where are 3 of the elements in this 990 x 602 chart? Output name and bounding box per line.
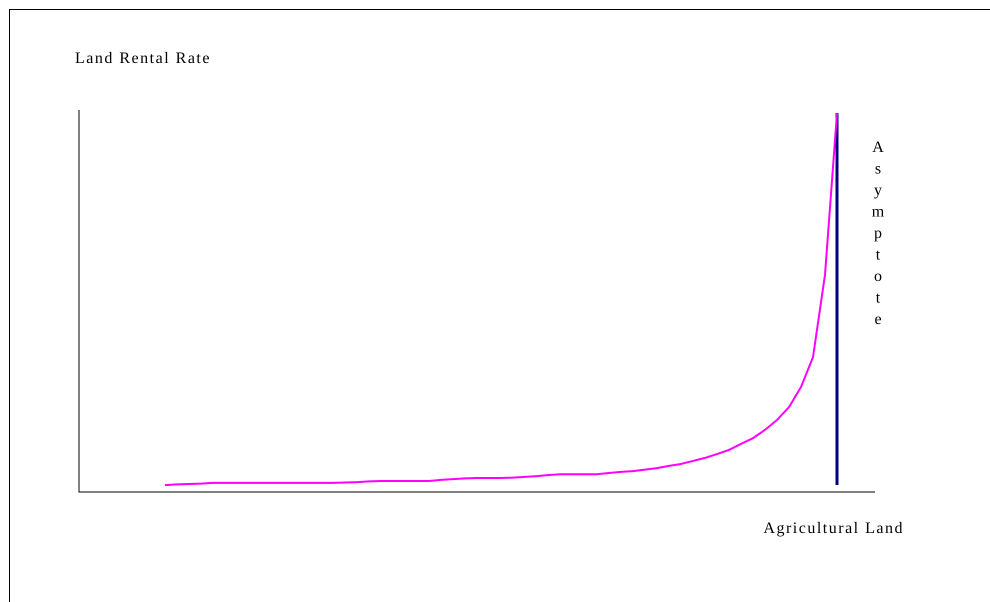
y-axis-title: Land Rental Rate bbox=[75, 50, 211, 68]
x-axis-title: Agricultural Land bbox=[763, 520, 904, 538]
text: Asymptote bbox=[872, 139, 884, 328]
